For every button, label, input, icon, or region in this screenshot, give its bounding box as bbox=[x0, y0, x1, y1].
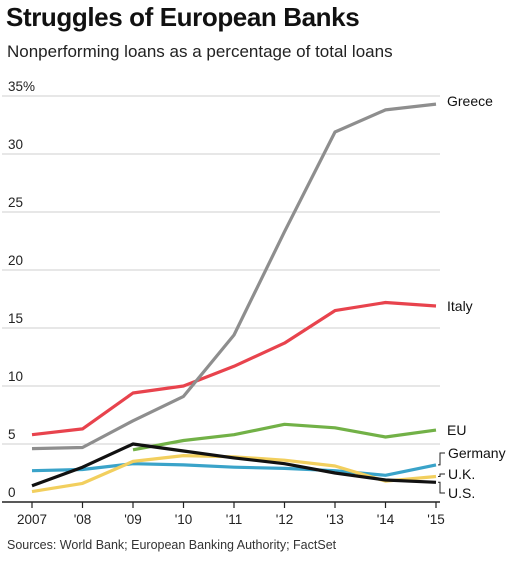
chart-subtitle: Nonperforming loans as a percentage of t… bbox=[7, 42, 393, 61]
series-leader-us bbox=[438, 481, 445, 494]
y-tick-label: 15 bbox=[8, 311, 23, 326]
series-line-italy bbox=[31, 300, 437, 437]
series-line-eu bbox=[132, 422, 437, 452]
x-tick-label: 2007 bbox=[17, 512, 47, 527]
y-tick-label: 10 bbox=[8, 369, 23, 384]
series-leader-germany bbox=[438, 452, 445, 466]
x-tick-label: '08 bbox=[74, 512, 92, 527]
series-leader-uk bbox=[438, 473, 445, 477]
series-label-eu: EU bbox=[447, 422, 466, 438]
x-tick-label: '10 bbox=[175, 512, 193, 527]
series-line-us bbox=[31, 442, 437, 488]
series-label-us: U.S. bbox=[448, 485, 475, 501]
series-line-greece bbox=[31, 102, 437, 451]
series-label-greece: Greece bbox=[447, 93, 493, 109]
y-tick-label: 35% bbox=[8, 79, 35, 94]
x-tick-label: '12 bbox=[276, 512, 294, 527]
y-tick-label: 30 bbox=[8, 137, 23, 152]
series-line-germany bbox=[31, 462, 437, 477]
x-tick-label: '14 bbox=[377, 512, 395, 527]
source-note: Sources: World Bank; European Banking Au… bbox=[7, 538, 337, 552]
x-tick-label: '15 bbox=[427, 512, 445, 527]
x-tick-label: '09 bbox=[124, 512, 142, 527]
x-tick-label: '13 bbox=[326, 512, 344, 527]
series-label-germany: Germany bbox=[448, 445, 506, 461]
series-label-italy: Italy bbox=[447, 298, 473, 314]
y-tick-label: 5 bbox=[8, 427, 16, 442]
y-tick-label: 0 bbox=[8, 485, 16, 500]
series-label-uk: U.K. bbox=[448, 466, 475, 482]
x-tick-label: '11 bbox=[226, 512, 243, 527]
y-tick-label: 25 bbox=[8, 195, 23, 210]
chart-title: Struggles of European Banks bbox=[6, 2, 360, 32]
y-tick-label: 20 bbox=[8, 253, 23, 268]
